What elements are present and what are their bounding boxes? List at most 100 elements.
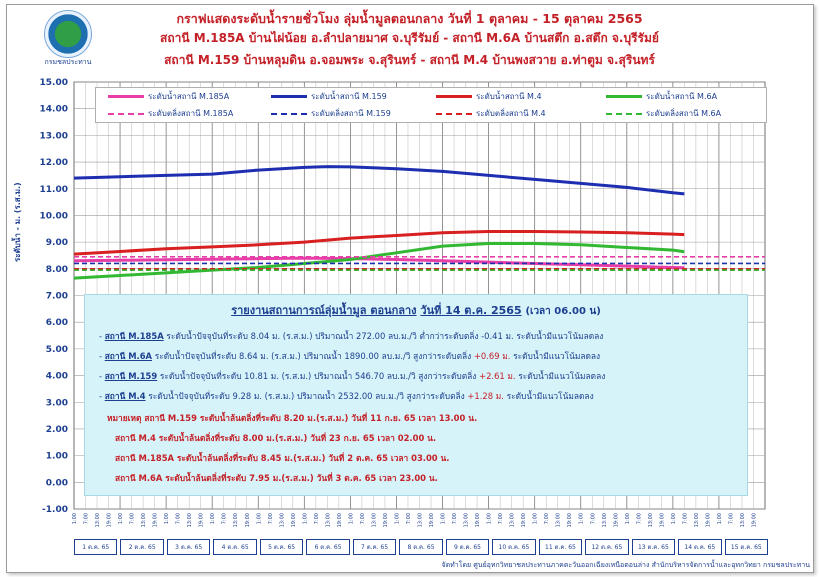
station-link[interactable]: สถานี M.185A bbox=[104, 331, 164, 341]
chart-subtitle-1: สถานี M.185A บ้านไผ่น้อย อ.ลำปลายมาศ จ.บ… bbox=[160, 31, 659, 45]
x-tick-label: 7:00 bbox=[84, 513, 90, 524]
date-box: 9 ต.ค. 65 bbox=[445, 539, 490, 555]
x-tick-label: 13:00 bbox=[141, 513, 147, 527]
water-level-line bbox=[73, 241, 685, 280]
x-tick-label: 1:00 bbox=[210, 513, 216, 524]
x-tick-label: 19:00 bbox=[153, 513, 159, 527]
y-tick-label: 4.00 bbox=[46, 372, 68, 382]
report-title: รายงานสถานการณ์ลุ่มน้ำมูล ตอนกลาง วันที่… bbox=[85, 301, 747, 319]
date-box: 8 ต.ค. 65 bbox=[399, 539, 443, 555]
y-tick-label: 0.00 bbox=[46, 478, 68, 488]
x-tick-label: 7:00 bbox=[406, 513, 412, 524]
x-tick-label: 1:00 bbox=[717, 513, 723, 524]
x-tick-label: 13:00 bbox=[233, 513, 239, 527]
station-link[interactable]: สถานี M.6A bbox=[104, 351, 153, 361]
station-status-text: ระดับน้ำปัจจุบันที่ระดับ 10.81 ม. (ร.ส.ม… bbox=[157, 371, 480, 381]
legend-entry: ระดับตลิ่งสถานี M.4 bbox=[436, 107, 546, 120]
station-link[interactable]: สถานี M.159 bbox=[104, 371, 158, 381]
x-tick-label: 1:00 bbox=[394, 513, 400, 524]
date-box: 6 ต.ค. 65 bbox=[306, 539, 350, 555]
x-tick-label: 7:00 bbox=[314, 513, 320, 524]
bank-delta: +2.61 ม. bbox=[479, 371, 519, 381]
trend-text: ระดับน้ำมีแนวโน้มลดลง bbox=[506, 391, 594, 401]
legend-swatch bbox=[436, 112, 472, 115]
x-tick-label: 19:00 bbox=[245, 513, 251, 527]
legend-label: ระดับตลิ่งสถานี M.6A bbox=[646, 109, 722, 118]
date-box: 4 ต.ค. 65 bbox=[213, 539, 257, 555]
trend-text: ระดับน้ำมีแนวโน้มลดลง bbox=[513, 351, 601, 361]
row-bullet: - bbox=[99, 391, 105, 401]
legend-label: ระดับน้ำสถานี M.6A bbox=[646, 92, 718, 101]
overflow-note: สถานี M.4 ระดับน้ำล้นตลิ่งที่ระดับ 8.00 … bbox=[115, 433, 437, 443]
legend-entry: ระดับน้ำสถานี M.4 bbox=[436, 90, 542, 103]
x-tick-label: 1:00 bbox=[118, 513, 124, 524]
x-tick-label: 13:00 bbox=[464, 513, 470, 527]
overflow-note: สถานี M.185A ระดับน้ำล้นตลิ่งที่ระดับ 8.… bbox=[115, 453, 450, 463]
report-row: - สถานี M.6A ระดับน้ำปัจจุบันที่ระดับ 8.… bbox=[99, 349, 600, 363]
station-status-text: ระดับน้ำปัจจุบันที่ระดับ 8.64 ม. (ร.ส.ม.… bbox=[152, 351, 474, 361]
legend-label: ระดับน้ำสถานี M.185A bbox=[148, 92, 230, 101]
date-box: 3 ต.ค. 65 bbox=[166, 539, 211, 555]
station-status-text: ระดับน้ำปัจจุบันที่ระดับ 9.28 ม. (ร.ส.ม.… bbox=[145, 391, 468, 401]
legend-swatch bbox=[108, 95, 144, 98]
date-box: 7 ต.ค. 65 bbox=[352, 539, 397, 555]
y-tick-label: 7.00 bbox=[46, 292, 68, 302]
row-bullet: - bbox=[99, 351, 105, 361]
x-tick-label: 7:00 bbox=[360, 513, 366, 524]
legend-swatch bbox=[271, 112, 307, 115]
x-tick-label: 1:00 bbox=[164, 513, 170, 524]
x-tick-label: 13:00 bbox=[371, 513, 377, 527]
date-box: 12 ต.ค. 65 bbox=[585, 539, 629, 555]
x-tick-label: 1:00 bbox=[579, 513, 585, 524]
legend-label: ระดับน้ำสถานี M.159 bbox=[311, 92, 387, 101]
station-link[interactable]: สถานี M.4 bbox=[104, 391, 146, 401]
x-tick-label: 7:00 bbox=[728, 513, 734, 524]
x-tick-label: 19:00 bbox=[567, 513, 573, 527]
legend-entry: ระดับตลิ่งสถานี M.185A bbox=[108, 107, 233, 120]
legend-entry: ระดับน้ำสถานี M.185A bbox=[108, 90, 229, 103]
x-tick-label: 19:00 bbox=[475, 513, 481, 527]
department-logo bbox=[44, 10, 92, 58]
date-box: 14 ต.ค. 65 bbox=[678, 539, 722, 555]
x-tick-label: 13:00 bbox=[648, 513, 654, 527]
x-tick-label: 7:00 bbox=[498, 513, 504, 524]
legend-swatch bbox=[606, 95, 642, 98]
x-tick-label: 13:00 bbox=[95, 513, 101, 527]
x-tick-label: 19:00 bbox=[291, 513, 297, 527]
legend-swatch bbox=[436, 95, 472, 98]
x-tick-label: 19:00 bbox=[705, 513, 711, 527]
row-bullet: - bbox=[99, 331, 105, 341]
x-tick-label: 1:00 bbox=[671, 513, 677, 524]
x-tick-label: 1:00 bbox=[625, 513, 631, 524]
x-tick-label: 7:00 bbox=[590, 513, 596, 524]
legend-label: ระดับตลิ่งสถานี M.159 bbox=[311, 109, 391, 118]
x-tick-label: 19:00 bbox=[751, 513, 757, 527]
chart-title: กราฟแสดงระดับน้ำรายชั่วโมง ลุ่มน้ำมูลตอน… bbox=[176, 11, 643, 26]
x-tick-label: 13:00 bbox=[694, 513, 700, 527]
report-row: - สถานี M.4 ระดับน้ำปัจจุบันที่ระดับ 9.2… bbox=[99, 389, 594, 403]
legend-label: ระดับตลิ่งสถานี M.4 bbox=[476, 109, 546, 118]
x-tick-label: 19:00 bbox=[521, 513, 527, 527]
x-tick-label: 13:00 bbox=[418, 513, 424, 527]
x-tick-label: 19:00 bbox=[659, 513, 665, 527]
y-tick-label: 6.00 bbox=[46, 318, 68, 328]
legend-entry: ระดับน้ำสถานี M.159 bbox=[271, 90, 387, 103]
x-tick-label: 7:00 bbox=[452, 513, 458, 524]
x-tick-label: 13:00 bbox=[279, 513, 285, 527]
trend-text: ระดับน้ำมีแนวโน้มลดลง bbox=[518, 371, 606, 381]
y-tick-label: -1.00 bbox=[42, 505, 68, 515]
x-tick-label: 19:00 bbox=[107, 513, 113, 527]
y-tick-label: 1.00 bbox=[46, 452, 68, 462]
y-tick-label: 10.00 bbox=[40, 211, 68, 221]
legend-entry: ระดับตลิ่งสถานี M.6A bbox=[606, 107, 721, 120]
x-tick-label: 1:00 bbox=[302, 513, 308, 524]
y-tick-label: 5.00 bbox=[46, 345, 68, 355]
x-tick-label: 7:00 bbox=[176, 513, 182, 524]
date-box: 10 ต.ค. 65 bbox=[492, 539, 536, 555]
x-tick-label: 19:00 bbox=[337, 513, 343, 527]
report-time: (เวลา 06.00 น) bbox=[525, 306, 601, 317]
x-tick-label: 1:00 bbox=[533, 513, 539, 524]
report-date: วันที่ 14 ต.ค. 2565 bbox=[420, 304, 522, 317]
legend-swatch bbox=[271, 95, 307, 98]
legend-swatch bbox=[108, 112, 144, 115]
